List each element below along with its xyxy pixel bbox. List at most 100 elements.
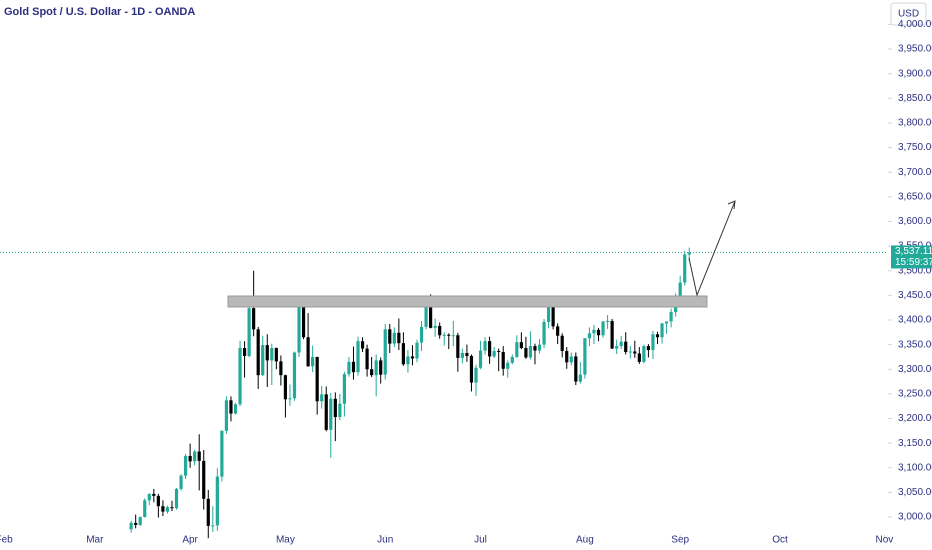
candle-body bbox=[297, 304, 301, 353]
candle-body bbox=[506, 362, 510, 369]
y-tick-label: 3,000.000 bbox=[898, 512, 932, 523]
currency-button[interactable] bbox=[890, 2, 927, 26]
candle-body bbox=[619, 341, 623, 347]
candle-body bbox=[152, 493, 156, 496]
candle-body bbox=[311, 356, 315, 367]
candle-body bbox=[188, 455, 192, 462]
candle-body bbox=[247, 308, 251, 356]
x-tick-label: Apr bbox=[182, 535, 198, 546]
y-tick-label: 3,700.000 bbox=[898, 167, 932, 178]
candle-body bbox=[669, 312, 673, 322]
y-tick-label: 4,000.000 bbox=[898, 19, 932, 30]
candle-body bbox=[678, 282, 682, 297]
candle-body bbox=[329, 398, 333, 430]
candle-body bbox=[129, 522, 133, 530]
y-tick-label: 3,200.000 bbox=[898, 413, 932, 424]
resistance-zone bbox=[227, 295, 708, 308]
candle-body bbox=[242, 348, 247, 356]
candle-body bbox=[447, 334, 451, 336]
candle-body bbox=[637, 353, 641, 362]
candle-body bbox=[533, 346, 537, 351]
y-tick-label: 3,950.000 bbox=[898, 44, 932, 55]
candle-body bbox=[147, 493, 151, 501]
y-tick-label: 3,100.000 bbox=[898, 462, 932, 473]
candle-body bbox=[633, 351, 637, 354]
candle-body bbox=[279, 361, 283, 376]
candle-body bbox=[202, 460, 206, 499]
candle-body bbox=[601, 321, 605, 336]
candle-body bbox=[438, 325, 442, 336]
y-tick-label: 3,850.000 bbox=[898, 93, 932, 104]
candle-body bbox=[238, 348, 242, 405]
candle-body bbox=[270, 348, 274, 361]
candle-body bbox=[433, 325, 437, 328]
candle-body bbox=[624, 341, 628, 353]
candle-body bbox=[406, 356, 410, 365]
candle-body bbox=[578, 374, 582, 382]
candle-body bbox=[333, 398, 337, 418]
candle-body bbox=[456, 335, 460, 358]
candle-body bbox=[383, 329, 387, 375]
candle-body bbox=[497, 351, 501, 353]
x-tick-label: Aug bbox=[576, 535, 594, 546]
candle-body bbox=[365, 348, 369, 370]
last-price-box bbox=[891, 245, 932, 269]
candle-body bbox=[510, 356, 514, 363]
arrow-head bbox=[727, 200, 736, 210]
candle-body bbox=[265, 345, 269, 361]
candle-body bbox=[301, 304, 306, 338]
candle-body bbox=[174, 488, 179, 509]
candle-body bbox=[528, 346, 533, 358]
y-tick-label: 3,600.000 bbox=[898, 216, 932, 227]
candle-body bbox=[342, 374, 347, 404]
candle-body bbox=[320, 394, 324, 402]
candle-body bbox=[419, 326, 424, 343]
x-tick-label: Oct bbox=[772, 535, 788, 546]
y-tick-label: 3,300.000 bbox=[898, 364, 932, 375]
candle-body bbox=[206, 498, 210, 526]
candle-body bbox=[211, 525, 215, 527]
candle-body bbox=[546, 304, 551, 322]
candle-body bbox=[161, 506, 165, 512]
candle-body bbox=[478, 350, 483, 368]
candle-body bbox=[483, 341, 487, 351]
candle-body bbox=[179, 475, 183, 489]
candle-body bbox=[283, 375, 288, 400]
candle-body bbox=[556, 326, 560, 336]
candle-body bbox=[551, 304, 555, 327]
candle-body bbox=[356, 341, 360, 373]
candle-body bbox=[134, 522, 138, 525]
candle-body bbox=[224, 400, 229, 431]
candle-body bbox=[651, 334, 655, 351]
candle-body bbox=[587, 333, 592, 339]
candle-body bbox=[360, 341, 365, 349]
candle-body bbox=[252, 308, 256, 330]
currency-label[interactable]: USD bbox=[898, 9, 919, 20]
candle-body bbox=[565, 351, 569, 363]
y-tick-label: 3,350.000 bbox=[898, 339, 932, 350]
candle-body bbox=[351, 361, 356, 373]
x-tick-label: Feb bbox=[0, 535, 13, 546]
x-tick-label: Jun bbox=[377, 535, 393, 546]
candle-body bbox=[596, 329, 601, 336]
candle-body bbox=[143, 500, 147, 518]
candle-body bbox=[515, 342, 519, 357]
candle-body bbox=[628, 351, 632, 353]
candle-body bbox=[519, 342, 523, 349]
x-tick-label: Jul bbox=[474, 535, 487, 546]
candle-body bbox=[292, 352, 297, 399]
y-tick-label: 3,800.000 bbox=[898, 118, 932, 129]
candle-body bbox=[401, 343, 405, 365]
candle-body bbox=[220, 430, 224, 477]
candle-body bbox=[524, 348, 528, 358]
candle-body bbox=[165, 507, 170, 512]
candle-body bbox=[492, 351, 496, 357]
candle-body bbox=[655, 334, 660, 338]
projection-arrow bbox=[688, 200, 736, 297]
candle-body bbox=[610, 320, 614, 349]
candle-body bbox=[215, 476, 219, 526]
candle-body bbox=[660, 323, 664, 338]
candle-body bbox=[410, 356, 415, 359]
candle-body bbox=[315, 356, 319, 402]
